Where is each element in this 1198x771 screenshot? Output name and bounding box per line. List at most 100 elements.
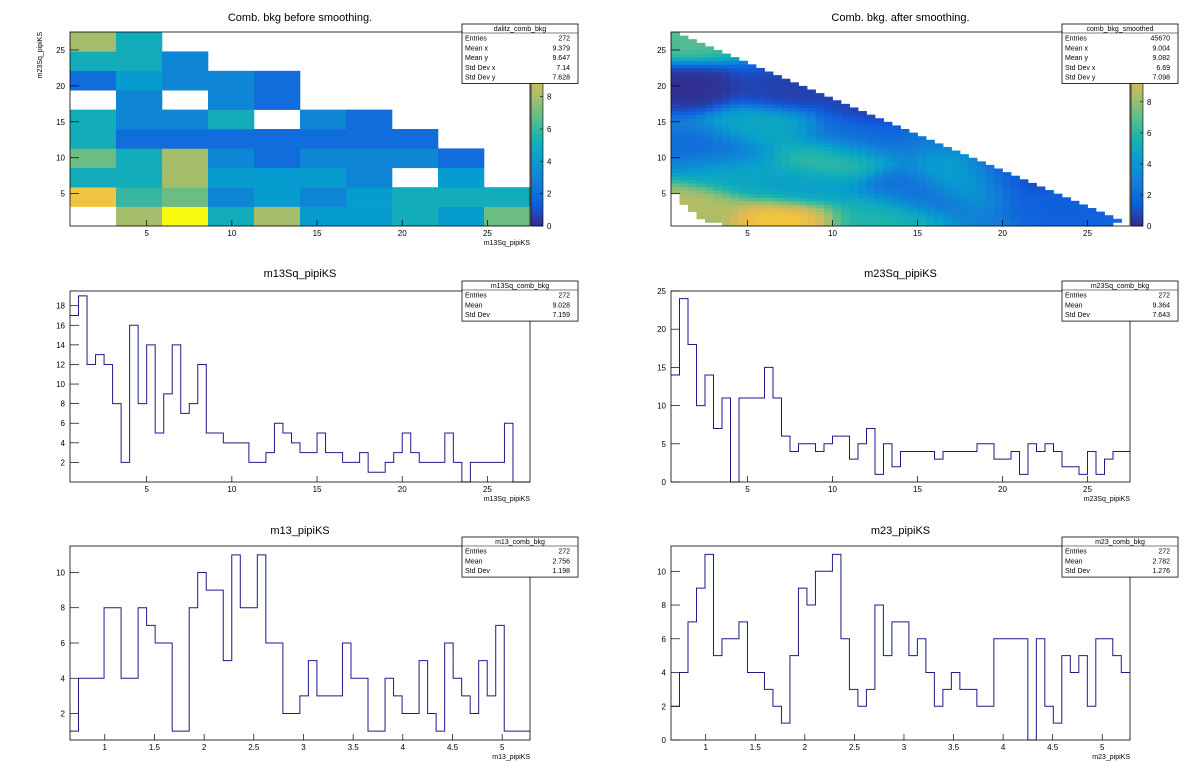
density-cell (747, 186, 757, 191)
density-cell (815, 111, 825, 116)
density-cell (671, 143, 680, 148)
palette-tick-label: 2 (1147, 191, 1152, 200)
density-cell (790, 96, 799, 101)
y-tick-label: 4 (61, 674, 66, 683)
density-cell (756, 114, 765, 119)
density-cell (841, 139, 850, 144)
heatmap-cell (392, 187, 439, 207)
density-cell (977, 215, 986, 220)
density-cell (730, 197, 740, 202)
density-cell (926, 193, 935, 198)
density-cell (841, 129, 850, 133)
density-cell (773, 208, 782, 213)
density-cell (730, 211, 740, 216)
density-cell (841, 197, 850, 202)
density-cell (705, 103, 714, 108)
density-cell (713, 208, 723, 213)
density-cell (892, 208, 901, 213)
density-cell (985, 211, 995, 216)
heatmap-cell (116, 148, 163, 169)
density-cell (713, 118, 723, 123)
density-cell (739, 78, 748, 83)
density-cell (756, 222, 765, 227)
density-cell (900, 139, 910, 144)
density-cell (875, 168, 884, 173)
density-cell (739, 215, 748, 220)
density-cell (917, 168, 927, 173)
density-cell (807, 190, 816, 195)
heatmap-cell (254, 70, 301, 91)
stats-row-label: Std Dev y (1065, 75, 1096, 82)
density-cell (1104, 215, 1114, 220)
density-cell (934, 193, 944, 198)
density-cell (781, 132, 791, 137)
density-cell (994, 215, 1003, 220)
density-cell (849, 200, 859, 205)
density-cell (909, 172, 918, 177)
heatmap-cell (300, 109, 347, 130)
density-cell (943, 190, 952, 195)
density-cell (679, 136, 689, 141)
density-cell (756, 103, 765, 108)
density-cell (832, 211, 842, 216)
density-cell (790, 172, 799, 177)
density-cell (858, 204, 867, 209)
density-cell (951, 204, 961, 209)
density-cell (1062, 222, 1071, 227)
density-cell (756, 150, 765, 155)
density-cell (815, 161, 825, 166)
density-cell (756, 93, 765, 98)
density-cell (781, 103, 791, 108)
density-cell (747, 78, 757, 83)
density-cell (883, 175, 893, 180)
density-cell (798, 139, 808, 144)
density-cell (807, 172, 816, 177)
density-cell (705, 107, 714, 112)
density-cell (798, 168, 808, 173)
density-cell (943, 172, 952, 177)
density-cell (1062, 200, 1071, 205)
density-cell (900, 211, 910, 216)
density-cell (764, 182, 774, 187)
density-cell (756, 193, 765, 198)
density-cell (926, 161, 935, 166)
density-cell (1036, 218, 1046, 223)
density-cell (849, 154, 859, 159)
density-cell (815, 100, 825, 105)
density-cell (909, 204, 918, 209)
density-cell (815, 146, 825, 151)
density-cell (841, 107, 850, 112)
density-cell (730, 78, 740, 83)
density-cell (688, 175, 697, 180)
density-cell (1002, 179, 1012, 184)
density-cell (926, 208, 935, 213)
density-cell (1019, 208, 1029, 213)
density-cell (900, 197, 910, 202)
density-cell (807, 208, 816, 213)
density-cell (815, 208, 825, 213)
density-cell (679, 64, 689, 69)
density-cell (739, 139, 748, 144)
density-cell (926, 175, 935, 180)
density-cell (705, 182, 714, 187)
palette-band (1131, 99, 1143, 106)
density-cell (713, 179, 723, 184)
density-cell (756, 211, 765, 216)
density-cell (713, 136, 723, 141)
stats-row-label: Entries (465, 293, 487, 300)
p3-x-axis-label: m13Sq_pipiKS (484, 496, 531, 503)
density-cell (1045, 190, 1054, 195)
density-cell (917, 204, 927, 209)
density-cell (977, 190, 986, 195)
heatmap-cell (300, 206, 347, 227)
density-cell (722, 164, 731, 169)
density-cell (730, 193, 740, 198)
density-cell (1079, 218, 1088, 223)
density-cell (713, 78, 723, 83)
density-cell (773, 82, 782, 87)
density-cell (688, 53, 697, 58)
density-cell (917, 200, 927, 205)
heatmap-cell (116, 187, 163, 207)
density-cell (773, 136, 782, 141)
